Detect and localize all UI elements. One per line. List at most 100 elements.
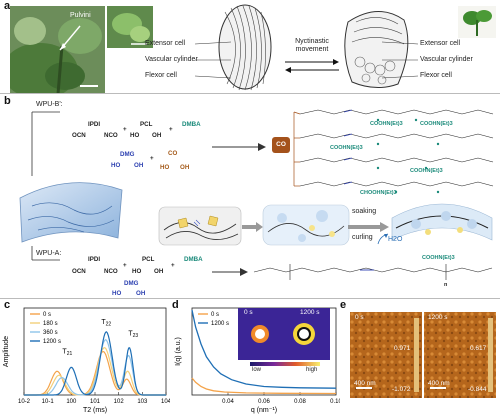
c-series-line bbox=[24, 350, 166, 396]
product-b-label-2: COOHN(Et)3 bbox=[420, 121, 453, 127]
c-legend-label: 0 s bbox=[43, 312, 51, 318]
h2o-label: H2O bbox=[388, 236, 403, 243]
product-a-n: n bbox=[444, 282, 448, 288]
leaf-photo bbox=[10, 6, 105, 94]
c-legend-label: 180 s bbox=[43, 321, 58, 327]
product-b-label-4: COOHN(Et)3 bbox=[410, 168, 443, 174]
colorbar-high-label: high bbox=[306, 367, 318, 373]
nco-label-b: NCO bbox=[104, 132, 118, 139]
panel-a-label: a bbox=[4, 0, 11, 12]
wpub-product-structure bbox=[293, 109, 494, 194]
d-legend-label: 1200 s bbox=[211, 321, 229, 327]
pulvinus-diagram-right bbox=[344, 11, 409, 88]
chain-network-box bbox=[158, 206, 242, 246]
gel-film-photo bbox=[19, 182, 123, 243]
d-x-tick-label: 0.08 bbox=[294, 399, 306, 405]
product-a-label: COOHN(Et)3 bbox=[422, 255, 455, 261]
d-legend-label: 0 s bbox=[211, 312, 219, 318]
co-ho-label-b: HO bbox=[160, 164, 170, 171]
d-series-line bbox=[191, 309, 337, 389]
c-y-axis-label: Amplitude bbox=[3, 336, 10, 367]
dmg-ho-label-b: HO bbox=[111, 162, 121, 169]
ipdi-label-b: IPDI bbox=[88, 121, 101, 128]
co-label-b: CO bbox=[168, 150, 178, 157]
plus-1-a: + bbox=[123, 262, 127, 269]
ho-label-a: HO bbox=[132, 268, 142, 275]
panel-b-label: b bbox=[4, 95, 11, 107]
co-oh-label-b: OH bbox=[180, 164, 190, 171]
process-arrow-1 bbox=[242, 222, 263, 232]
co-crosslinker-badge: CO bbox=[272, 137, 290, 153]
c-x-tick-label: 100 bbox=[66, 399, 77, 405]
colorbar-low-label: low bbox=[252, 367, 262, 373]
afm-left-time: 0 s bbox=[355, 314, 364, 321]
extensor-cell-label-left: Extensor cell bbox=[145, 40, 186, 47]
d-x-tick-label: 0.04 bbox=[222, 399, 234, 405]
dmg-oh-label-b: OH bbox=[134, 162, 144, 169]
ipdi-label-a: IPDI bbox=[88, 256, 101, 263]
panel-d-label: d bbox=[172, 299, 179, 311]
left-label-pointers bbox=[195, 41, 232, 79]
oh-label-a: OH bbox=[154, 268, 164, 275]
afm-right-scalebar: 400 nm bbox=[428, 380, 450, 387]
dmg-oh-label-a: OH bbox=[136, 290, 146, 297]
c-x-tick-label: 10-2 bbox=[18, 399, 31, 405]
pulvinus-diagram-left bbox=[218, 4, 272, 91]
afm-left-scalebar: 400 nm bbox=[354, 380, 376, 387]
curling-label: curling bbox=[352, 234, 373, 241]
ocn-label-b: OCN bbox=[72, 132, 86, 139]
plus-2-b: + bbox=[169, 126, 173, 133]
c-peak-label: T23 bbox=[128, 331, 138, 340]
plant-photo bbox=[458, 6, 496, 38]
swollen-network-box bbox=[262, 204, 350, 246]
ocn-label-a: OCN bbox=[72, 268, 86, 275]
c-x-tick-label: 102 bbox=[114, 399, 125, 405]
process-arrow-2 bbox=[348, 222, 389, 232]
oh-label-b: OH bbox=[152, 132, 162, 139]
d-series-line bbox=[191, 377, 337, 395]
c-x-tick-label: 104 bbox=[161, 399, 170, 405]
dmg-label-b: DMG bbox=[120, 151, 135, 158]
saxs-inset bbox=[238, 308, 330, 366]
right-label-pointers bbox=[381, 41, 419, 79]
divider-b-c bbox=[0, 298, 500, 299]
afm-left-max: 0.971 bbox=[394, 345, 411, 352]
ho-label-b: HO bbox=[130, 132, 140, 139]
extensor-cell-label-right: Extensor cell bbox=[420, 40, 461, 47]
d-x-axis-label: q (nm⁻¹) bbox=[251, 407, 277, 414]
dmba-label-a: DMBA bbox=[184, 256, 203, 263]
dmba-label-b: DMBA bbox=[182, 121, 201, 128]
product-b-label-3: COOHN(Et)3 bbox=[330, 145, 363, 151]
wpua-bracket bbox=[31, 246, 60, 261]
dmg-label-a: DMG bbox=[124, 280, 139, 287]
d-x-tick-label: 0.06 bbox=[258, 399, 270, 405]
c-x-tick-label: 101 bbox=[90, 399, 101, 405]
c-x-axis-label: T2 (ms) bbox=[83, 407, 107, 414]
afm-right-max: 0.617 bbox=[470, 345, 487, 352]
c-peak-label: T22 bbox=[101, 319, 111, 328]
nyctinastic-label: Nyctinastic movement bbox=[295, 38, 329, 53]
saxs-inset-left-time: 0 s bbox=[244, 309, 253, 316]
small-leaf-photo bbox=[107, 6, 153, 48]
saxs-inset-right-time: 1200 s bbox=[300, 309, 320, 316]
wpub-reaction-arrow bbox=[212, 143, 266, 151]
t2-relaxation-chart: 10-2 10-1 100 101 102 103 104 Amplitude T2 (ms) 0… bbox=[3, 307, 170, 414]
wpub-title: WPU-B': bbox=[36, 101, 63, 108]
c-x-tick-label: 103 bbox=[137, 399, 148, 405]
nco-label-a: NCO bbox=[104, 268, 118, 275]
c-legend-label: 360 s bbox=[43, 330, 58, 336]
plus-3-b: + bbox=[150, 155, 154, 162]
afm-left-min: -1.072 bbox=[392, 386, 411, 393]
wpub-bracket bbox=[31, 111, 60, 176]
divider-a-b bbox=[0, 93, 500, 94]
water-uptake-arrow bbox=[377, 233, 389, 245]
panel-c-label: c bbox=[4, 299, 11, 311]
product-b-label-5: CHOOHN(Et)3 bbox=[360, 190, 397, 196]
afm-right-min: -0.844 bbox=[468, 386, 487, 393]
product-b-label-1: COOHN(Et)3 bbox=[370, 121, 403, 127]
vascular-cylinder-label-left: Vascular cylinder bbox=[145, 56, 198, 63]
flexor-cell-label-left: Flexor cell bbox=[145, 72, 177, 79]
d-y-axis-label: I(q) (a.u.) bbox=[175, 337, 182, 366]
d-x-tick-label: 0.10 bbox=[330, 399, 340, 405]
curled-network-box bbox=[391, 203, 493, 241]
